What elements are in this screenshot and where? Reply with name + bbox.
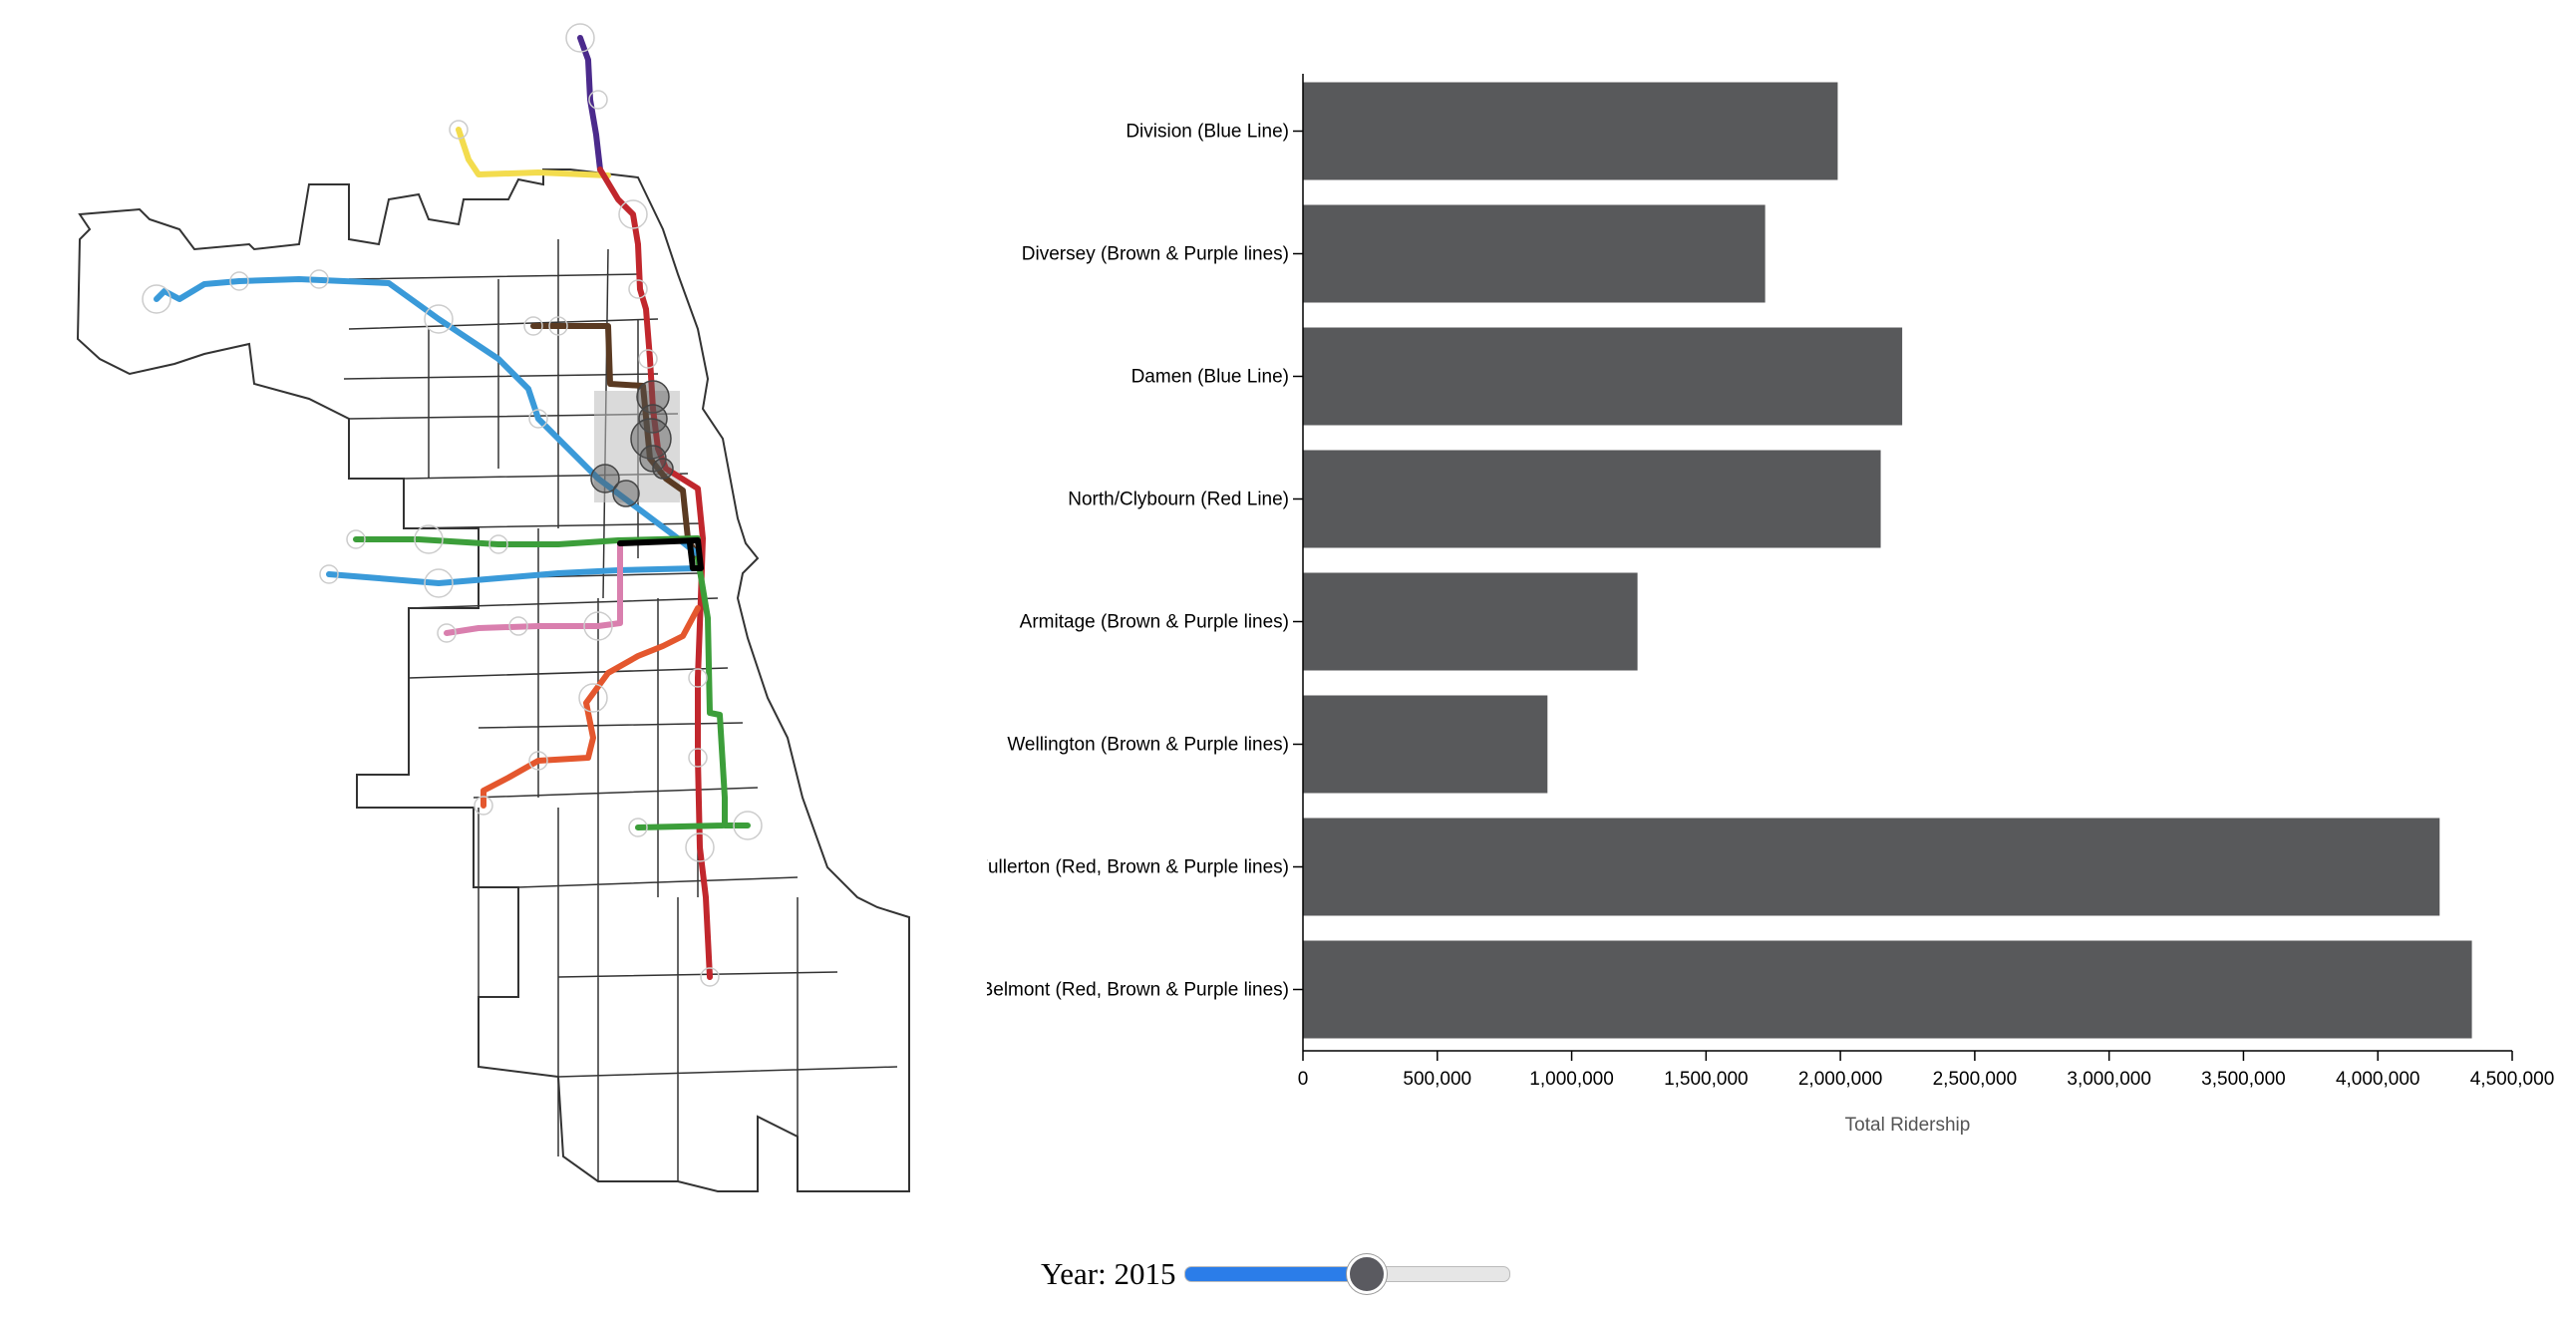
plot-area: Division (Blue Line) Diversey (Brown & Pu… <box>987 74 2554 1090</box>
bar <box>1303 695 1548 794</box>
ridership-chart: Division (Blue Line) Diversey (Brown & Pu… <box>987 0 2576 1176</box>
y-tick-label: Diversey (Brown & Purple lines) <box>1022 244 1289 265</box>
year-value: 2015 <box>1114 1256 1176 1291</box>
x-tick-label: 3,500,000 <box>2201 1069 2286 1090</box>
bar <box>1303 940 2472 1039</box>
station-marker[interactable] <box>733 811 763 840</box>
station-marker[interactable] <box>638 349 658 369</box>
y-tick-label: Armitage (Brown & Purple lines) <box>1020 612 1289 633</box>
station-marker[interactable] <box>578 683 608 713</box>
cta-map[interactable] <box>0 0 997 1226</box>
station-marker[interactable] <box>508 616 528 636</box>
station-marker[interactable] <box>565 23 595 53</box>
bar <box>1303 327 1903 426</box>
selected-station-marker[interactable] <box>652 458 674 480</box>
cta-lines <box>154 35 751 980</box>
station-marker[interactable] <box>628 279 648 299</box>
x-tick-label: 4,500,000 <box>2470 1069 2555 1090</box>
station-marker[interactable] <box>528 409 548 429</box>
x-tick-label: 2,500,000 <box>1933 1069 2018 1090</box>
station-marker[interactable] <box>583 611 613 641</box>
bar <box>1303 818 2440 916</box>
station-marker[interactable] <box>618 199 648 229</box>
x-tick-label: 0 <box>1298 1069 1309 1090</box>
y-tick-label: Fullerton (Red, Brown & Purple lines) <box>987 857 1289 878</box>
station-marker[interactable] <box>700 967 720 987</box>
chicago-map-svg[interactable] <box>0 0 997 1226</box>
station-marker[interactable] <box>346 529 366 549</box>
x-axis-title: Total Ridership <box>1845 1115 1971 1136</box>
station-marker[interactable] <box>688 748 708 768</box>
bar <box>1303 450 1881 548</box>
y-tick-label: Belmont (Red, Brown & Purple lines) <box>987 980 1289 1001</box>
station-marker[interactable] <box>437 623 457 643</box>
orange-line <box>481 605 701 809</box>
stations <box>142 23 763 987</box>
pink-line <box>444 540 623 636</box>
bar <box>1303 82 1838 180</box>
station-marker[interactable] <box>628 818 648 837</box>
selected-station-marker[interactable] <box>636 380 670 414</box>
purple-line <box>577 35 603 172</box>
x-tick-label: 4,000,000 <box>2336 1069 2420 1090</box>
x-tick-label: 500,000 <box>1403 1069 1471 1090</box>
station-marker[interactable] <box>449 120 469 140</box>
station-marker[interactable] <box>685 832 715 862</box>
station-marker[interactable] <box>523 316 543 336</box>
year-label: Year: 2015 <box>1041 1256 1176 1292</box>
station-marker[interactable] <box>488 534 508 554</box>
station-marker[interactable] <box>229 271 249 291</box>
y-tick-label: Division (Blue Line) <box>1126 122 1289 143</box>
ward-lines <box>343 239 898 1181</box>
ridership-bar-chart-svg: Division (Blue Line) Diversey (Brown & Pu… <box>987 74 2554 1136</box>
x-tick-label: 1,000,000 <box>1529 1069 1614 1090</box>
station-marker[interactable] <box>588 90 608 110</box>
yellow-line <box>456 127 611 178</box>
blue-line-northwest <box>154 276 701 557</box>
year-control: Year: 2015 <box>1041 1244 1639 1304</box>
station-marker[interactable] <box>319 564 339 584</box>
station-marker[interactable] <box>414 524 444 554</box>
selected-station-marker[interactable] <box>590 464 620 494</box>
bar <box>1303 204 1766 303</box>
year-label-prefix: Year: <box>1041 1256 1115 1291</box>
station-marker[interactable] <box>528 751 548 771</box>
station-marker[interactable] <box>309 269 329 289</box>
station-marker[interactable] <box>474 796 493 816</box>
x-tick-label: 2,000,000 <box>1798 1069 1883 1090</box>
y-tick-label: Wellington (Brown & Purple lines) <box>1007 735 1289 756</box>
station-marker[interactable] <box>142 284 171 314</box>
x-tick-label: 3,000,000 <box>2067 1069 2151 1090</box>
station-marker[interactable] <box>548 316 568 336</box>
y-tick-label: North/Clybourn (Red Line) <box>1068 490 1289 510</box>
loop <box>617 537 704 571</box>
green-line-south <box>635 555 751 830</box>
bar <box>1303 572 1638 671</box>
x-tick-label: 1,500,000 <box>1664 1069 1749 1090</box>
city-boundaries <box>76 168 910 1192</box>
year-slider[interactable] <box>1183 1266 1510 1282</box>
station-marker[interactable] <box>424 568 454 598</box>
y-tick-label: Damen (Blue Line) <box>1131 367 1289 388</box>
blue-line-west <box>326 565 701 586</box>
selected-station-marker[interactable] <box>612 480 640 507</box>
city-outline <box>76 168 910 1192</box>
station-marker[interactable] <box>688 668 708 688</box>
station-marker[interactable] <box>424 304 454 334</box>
